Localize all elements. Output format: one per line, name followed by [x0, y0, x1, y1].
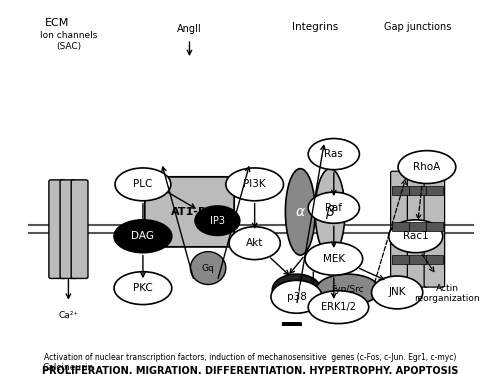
Text: reorganization: reorganization	[414, 294, 480, 303]
Text: (SAC): (SAC)	[56, 42, 81, 50]
Ellipse shape	[316, 274, 380, 305]
Text: PKC: PKC	[133, 283, 153, 293]
Text: PROLIFERATION, MIGRATION, DIFFERENTIATION, HYPERTROPHY, APOPTOSIS: PROLIFERATION, MIGRATION, DIFFERENTIATIO…	[42, 366, 458, 374]
Text: ERK1/2: ERK1/2	[321, 302, 356, 312]
Bar	[392, 186, 409, 194]
Text: Raf: Raf	[326, 203, 342, 213]
Ellipse shape	[226, 168, 283, 201]
Ellipse shape	[308, 192, 360, 223]
Text: Integrins: Integrins	[292, 22, 339, 32]
Text: Ras: Ras	[324, 149, 343, 159]
Ellipse shape	[272, 274, 321, 305]
Text: Calcineurin: Calcineurin	[43, 363, 94, 372]
Ellipse shape	[398, 151, 456, 184]
Text: PI3K: PI3K	[244, 180, 266, 189]
Ellipse shape	[195, 206, 240, 235]
Ellipse shape	[229, 227, 280, 260]
Text: Actin: Actin	[436, 283, 459, 292]
Bar	[392, 222, 409, 231]
Polygon shape	[272, 323, 312, 343]
Text: Ca²⁺: Ca²⁺	[58, 311, 78, 320]
Text: $\beta$: $\beta$	[325, 203, 336, 221]
FancyBboxPatch shape	[49, 180, 66, 279]
Ellipse shape	[114, 272, 172, 304]
Ellipse shape	[114, 220, 172, 253]
Text: JNK: JNK	[388, 288, 406, 297]
FancyBboxPatch shape	[408, 171, 428, 287]
Text: MEK: MEK	[322, 254, 345, 264]
Text: AngII: AngII	[177, 24, 202, 34]
Ellipse shape	[305, 242, 362, 275]
Text: IP3: IP3	[210, 216, 225, 226]
FancyBboxPatch shape	[145, 177, 234, 247]
FancyBboxPatch shape	[424, 171, 444, 287]
Bar	[426, 186, 442, 194]
Text: FAK: FAK	[288, 285, 306, 295]
Ellipse shape	[372, 276, 422, 309]
Ellipse shape	[308, 138, 360, 170]
Ellipse shape	[308, 291, 368, 324]
Bar	[426, 255, 442, 264]
Ellipse shape	[115, 168, 171, 201]
Text: PLC: PLC	[133, 180, 152, 189]
Bar	[392, 255, 409, 264]
Text: Ion channels: Ion channels	[40, 31, 97, 40]
Bar	[409, 222, 426, 231]
Ellipse shape	[271, 280, 322, 313]
Bar	[409, 255, 426, 264]
Ellipse shape	[388, 220, 442, 253]
Text: Gap junctions: Gap junctions	[384, 22, 452, 32]
FancyBboxPatch shape	[71, 180, 88, 279]
FancyBboxPatch shape	[60, 180, 77, 279]
Ellipse shape	[190, 252, 226, 285]
Bar	[426, 222, 442, 231]
Text: Gq: Gq	[202, 264, 214, 273]
Text: DAG: DAG	[132, 231, 154, 241]
Text: Rac1: Rac1	[403, 231, 428, 241]
Bar	[409, 186, 426, 194]
FancyBboxPatch shape	[390, 171, 411, 287]
Text: Activation of nuclear transcription factors, induction of mechanosensitive  gene: Activation of nuclear transcription fact…	[44, 353, 456, 362]
Text: RhoA: RhoA	[414, 162, 440, 172]
Ellipse shape	[286, 169, 315, 255]
Text: $\alpha$: $\alpha$	[295, 205, 306, 219]
Ellipse shape	[315, 169, 345, 255]
Text: Akt: Akt	[246, 238, 264, 248]
Text: AT1-R: AT1-R	[172, 207, 207, 217]
Text: ECM: ECM	[45, 18, 70, 28]
Text: p38: p38	[286, 292, 306, 302]
Text: Fyn/Src: Fyn/Src	[332, 285, 364, 294]
